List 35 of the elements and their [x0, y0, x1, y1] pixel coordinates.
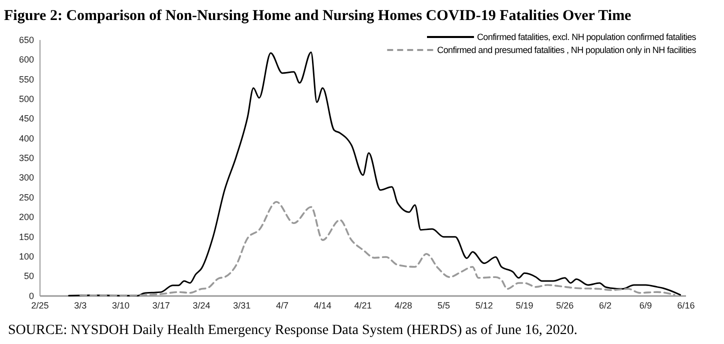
y-tick-label: 100 — [18, 251, 34, 262]
x-tick-label: 2/25 — [31, 300, 49, 310]
x-tick-label: 5/12 — [475, 300, 493, 310]
y-tick-label: 400 — [18, 133, 34, 144]
x-tick-label: 5/5 — [437, 300, 450, 310]
x-tick-label: 5/26 — [556, 300, 574, 310]
y-tick-label: 450 — [18, 114, 34, 124]
x-tick-label: 5/19 — [516, 300, 534, 310]
y-tick-label: 600 — [18, 54, 34, 65]
y-tick-label: 50 — [24, 271, 34, 282]
x-tick-label: 3/10 — [112, 300, 130, 310]
y-tick-label: 500 — [18, 94, 34, 104]
source-note: SOURCE: NYSDOH Daily Health Emergency Response Data System (HERDS) as of June 16, 2020. — [8, 323, 578, 338]
x-tick-label: 4/28 — [394, 300, 412, 310]
x-tick-label: 4/21 — [354, 300, 372, 310]
y-tick-label: 250 — [18, 192, 34, 202]
x-tick-label: 4/14 — [314, 300, 332, 310]
legend-label: Confirmed and presumed fatalities , NH population only in NH facilities — [437, 45, 697, 55]
x-tick-label: 3/17 — [152, 300, 170, 310]
x-tick-label: 3/24 — [192, 300, 210, 310]
y-tick-label: 0 — [28, 290, 34, 301]
y-tick-label: 300 — [18, 172, 34, 183]
x-tick-label: 6/2 — [598, 300, 612, 310]
y-tick-label: 650 — [18, 34, 34, 45]
legend-label: Confirmed fatalities, excl. NH population confirmed fatalities — [476, 32, 697, 42]
y-tick-label: 150 — [18, 232, 34, 242]
x-tick-label: 6/16 — [677, 300, 695, 310]
x-tick-label: 3/3 — [74, 300, 87, 310]
x-tick-label: 4/7 — [276, 300, 289, 310]
x-tick-label: 6/9 — [639, 300, 652, 310]
y-tick-label: 350 — [18, 153, 34, 164]
y-tick-label: 550 — [18, 74, 34, 84]
y-tick-label: 200 — [18, 212, 34, 222]
x-tick-label: 3/31 — [233, 300, 251, 310]
chart-title: Figure 2: Comparison of Non-Nursing Home and Nursing Homes COVID-19 Fatalities Over Time — [4, 8, 632, 24]
